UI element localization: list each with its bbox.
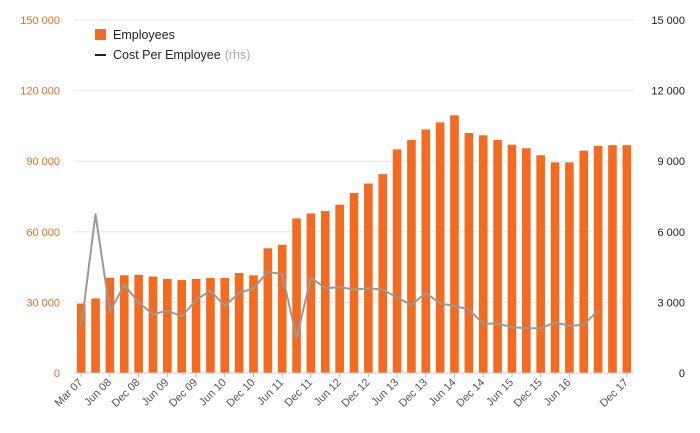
legend-label-cost: Cost Per Employee (rhs) (113, 48, 250, 62)
y-left-tick-label: 90 000 (26, 156, 60, 168)
bar-employees (206, 277, 215, 373)
x-tick-label: Jun 13 (369, 377, 401, 409)
bar-employees (292, 218, 301, 373)
x-tick-label: Jun 12 (312, 377, 344, 409)
bar-employees (234, 272, 244, 373)
bar-employees (493, 140, 502, 373)
y-right-tick-label: 3 000 (657, 297, 685, 309)
x-tick-label: Dec 08 (110, 377, 143, 410)
bar-employees (464, 132, 474, 373)
bar-employees (435, 122, 445, 374)
bar-employees (579, 150, 589, 373)
bar-employees (177, 280, 186, 373)
bar-employees (105, 277, 115, 373)
bar-employees (407, 140, 416, 373)
bar-employees (277, 244, 287, 373)
y-right-tick-label: 9 000 (657, 156, 685, 168)
x-tick-label: Jun 09 (140, 377, 172, 409)
legend-label-cost-name: Cost Per Employee (113, 48, 221, 62)
bar-employees (320, 211, 330, 373)
y-left-tick-label: 0 (54, 368, 60, 380)
bar-employees (364, 183, 373, 373)
legend-label-cost-note: (rhs) (225, 48, 251, 62)
legend: Employees Cost Per Employee (rhs) (95, 28, 250, 62)
right-y-axis: 0 3 000 6 000 9 000 12 000 15 000 (651, 15, 685, 380)
legend-label-employees: Employees (113, 28, 175, 42)
bar-employees (536, 155, 545, 373)
bar-employees (306, 213, 316, 373)
y-right-tick-label: 0 (679, 368, 685, 380)
bar-employees (191, 278, 201, 373)
bar-employees (335, 204, 344, 373)
cost-per-employee-line (80, 213, 599, 339)
x-tick-label: Jun 11 (255, 377, 286, 408)
legend-swatch-employees (95, 29, 106, 40)
employees-bars (76, 115, 632, 374)
bar-employees (119, 275, 129, 373)
y-right-tick-label: 15 000 (651, 15, 685, 27)
bar-employees (148, 276, 158, 373)
bar-employees (478, 135, 488, 373)
bar-employees (76, 303, 86, 373)
bar-employees (163, 278, 172, 373)
x-tick-label: Dec 14 (454, 377, 487, 410)
bar-employees (91, 298, 100, 373)
x-tick-label: Jun 16 (542, 377, 574, 409)
y-right-tick-label: 6 000 (657, 227, 685, 239)
y-left-tick-label: 30 000 (26, 297, 60, 309)
bar-employees (608, 145, 617, 373)
bar-employees (392, 149, 402, 373)
bar-employees (622, 145, 632, 373)
x-tick-label: Dec 09 (167, 377, 200, 410)
bar-employees (565, 162, 574, 373)
bar-employees (378, 174, 388, 373)
line-cost-per-employee (80, 213, 599, 339)
left-y-axis: 0 30 000 60 000 90 000 120 000 150 000 (20, 15, 60, 380)
bar-employees (421, 129, 431, 373)
bar-employees (450, 115, 459, 373)
bar-employees (263, 248, 273, 373)
bar-employees (550, 162, 560, 373)
bar-employees (593, 145, 603, 373)
x-tick-label: Mar 07 (53, 377, 86, 410)
bar-employees (220, 277, 230, 373)
x-tick-label: Jun 08 (82, 377, 114, 409)
x-tick-label: Jun 15 (484, 377, 516, 409)
x-tick-label: Dec 13 (397, 377, 430, 410)
x-tick-label: Dec 17 (598, 377, 631, 410)
y-left-tick-label: 60 000 (26, 227, 60, 239)
y-left-tick-label: 150 000 (20, 15, 60, 27)
bar-employees (134, 274, 143, 373)
bar-employees (522, 148, 531, 373)
x-tick-label: Dec 10 (224, 377, 257, 410)
x-tick-label: Dec 11 (282, 377, 315, 410)
x-tick-label: Dec 12 (339, 377, 372, 410)
x-tick-label: Jun 14 (427, 377, 459, 409)
x-tick-label: Dec 15 (512, 377, 545, 410)
bar-employees (249, 275, 258, 373)
bar-employees (507, 144, 517, 373)
bar-employees (349, 192, 359, 373)
y-left-tick-label: 120 000 (20, 86, 60, 98)
y-right-tick-label: 12 000 (651, 86, 685, 98)
x-tick-label: Jun 10 (197, 377, 229, 409)
